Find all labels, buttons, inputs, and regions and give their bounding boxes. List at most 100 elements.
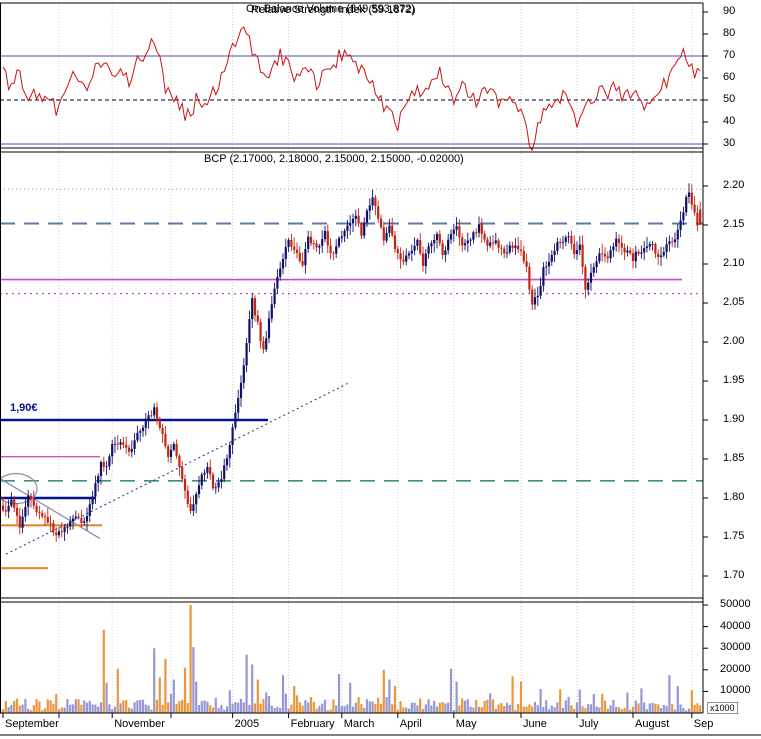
candle-body [620,242,623,248]
candle-body [556,241,559,251]
volume-bar [259,703,262,713]
candle-body [262,341,265,350]
volume-bar [130,708,133,713]
candle-body [24,506,27,517]
volume-bar [52,703,55,713]
candle-body [561,241,565,243]
candle-body [69,521,72,527]
candle-body [35,505,38,513]
volume-bar [290,704,293,713]
volume-bar [564,700,567,713]
volume-bar [265,692,268,713]
price-axis-label: 1.70 [723,569,745,581]
candle-body [183,479,187,491]
rsi-series [2,26,701,152]
volume-bar [55,694,58,713]
candle-body [32,499,35,506]
candle-body [181,466,184,480]
volume-bar [80,704,83,713]
volume-bar [368,701,371,713]
volume-bar [125,699,128,713]
candle-body [38,512,41,514]
candle-body [186,490,189,505]
volume-bar [643,702,646,713]
candle-body [295,249,299,253]
candle-body [144,421,147,428]
volume-bar [321,703,324,713]
candle-body [385,232,388,241]
volume-bar [584,708,587,713]
volume-bar [671,704,674,713]
candle-body [595,261,598,268]
volume-bar [253,703,257,713]
candle-body [223,465,226,480]
price-axis-label: 2.15 [723,218,745,230]
volume-bar [559,689,562,713]
volume-bar [634,700,637,713]
volume-bar [108,704,111,713]
volume-bar [486,699,489,713]
candle-body [279,268,282,277]
candle-body [18,515,21,528]
volume-bar [29,710,33,713]
volume-bar [360,704,363,713]
candle-body [245,343,248,366]
volume-bar [645,709,649,713]
candle-body [290,239,293,247]
volume-bar [197,705,201,713]
volume-bar [363,707,366,713]
candle-body [447,239,450,251]
candle-body [449,233,453,240]
candle-body [318,245,321,248]
candle-body [239,382,243,399]
candle-body [519,249,523,251]
volume-bar [116,668,119,713]
candle-body [242,365,245,383]
volume-bar [256,679,259,713]
candle-body [284,246,287,259]
volume-bar [119,703,122,713]
candle-body [111,444,114,457]
candle-body [659,255,663,257]
candle-body [1,505,5,511]
volume-bar [141,699,145,713]
candle-body [60,531,63,533]
candle-body [189,504,192,511]
candle-body [309,236,313,244]
candle-body [94,483,97,497]
candle-body [321,239,324,246]
candle-body [197,485,201,494]
volume-bar [500,703,503,713]
candle-body [97,476,100,484]
volume-bar [133,702,136,713]
candle-body [267,318,271,339]
volume-bar [323,699,327,713]
rsi-axis-label: 70 [723,49,736,61]
candle-body [631,253,635,262]
candle-body [687,192,691,197]
volume-bar [332,699,335,713]
volume-bar [413,702,416,713]
candle-body [55,532,58,536]
price-axis-label: 1.85 [723,452,745,464]
volume-bar [335,705,338,713]
candle-body [83,521,86,523]
candle-body [259,321,262,342]
candle-body [477,224,481,233]
volume-bar [438,702,441,713]
candle-body [326,230,329,246]
volume-bar [161,704,164,713]
candle-body [528,266,531,290]
candle-body [307,236,310,250]
candle-body [158,420,161,428]
volume-bar [329,709,332,713]
obv-indicator-title: On Balance Volume (849,593,872) [246,3,415,15]
volume-bar [69,704,72,713]
month-label: September [5,718,59,730]
volume-bar [388,679,391,713]
candle-body [66,526,69,528]
candle-body [217,482,220,488]
volume-axis-label: 30000 [720,641,751,654]
candle-body [617,238,621,243]
volume-bar [469,706,472,713]
